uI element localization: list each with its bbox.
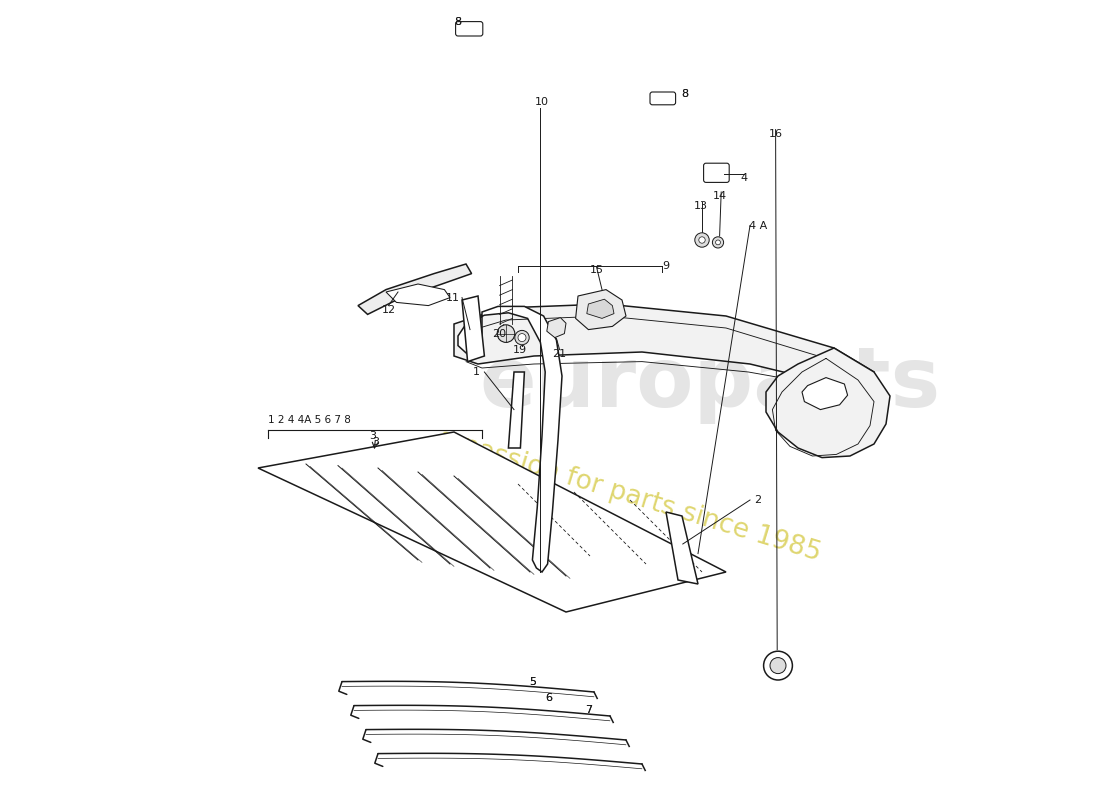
Text: 15: 15 xyxy=(590,266,604,275)
FancyBboxPatch shape xyxy=(650,92,675,105)
Text: 13: 13 xyxy=(693,202,707,211)
Text: 6: 6 xyxy=(544,694,552,703)
Polygon shape xyxy=(462,296,484,362)
Text: 7: 7 xyxy=(585,705,592,714)
Text: 10: 10 xyxy=(535,98,549,107)
Text: 8: 8 xyxy=(454,18,462,27)
Circle shape xyxy=(716,240,720,245)
Polygon shape xyxy=(575,290,626,330)
Polygon shape xyxy=(666,512,698,584)
Text: 8: 8 xyxy=(681,90,688,99)
Circle shape xyxy=(713,237,724,248)
Text: 5: 5 xyxy=(529,677,536,686)
Circle shape xyxy=(515,330,529,345)
Text: 8: 8 xyxy=(454,18,462,27)
Circle shape xyxy=(698,237,705,243)
Text: 7: 7 xyxy=(585,705,592,714)
Text: 6: 6 xyxy=(544,694,552,703)
Text: 3: 3 xyxy=(368,431,376,441)
Text: 19: 19 xyxy=(513,346,527,355)
Text: 4: 4 xyxy=(740,173,747,182)
Text: 12: 12 xyxy=(382,306,396,315)
Circle shape xyxy=(770,658,786,674)
Text: 11: 11 xyxy=(446,293,460,302)
FancyBboxPatch shape xyxy=(455,22,483,36)
Text: 14: 14 xyxy=(713,191,727,201)
Circle shape xyxy=(763,651,792,680)
Polygon shape xyxy=(802,378,848,410)
Polygon shape xyxy=(766,348,890,458)
Text: 3: 3 xyxy=(372,437,379,446)
Polygon shape xyxy=(386,284,450,306)
Circle shape xyxy=(497,325,515,342)
Text: 16: 16 xyxy=(769,130,782,139)
Text: 8: 8 xyxy=(681,90,688,99)
Text: a passion for parts since 1985: a passion for parts since 1985 xyxy=(436,426,825,566)
Text: 1: 1 xyxy=(473,367,480,377)
Text: 2: 2 xyxy=(755,495,761,505)
Text: 4 A: 4 A xyxy=(749,221,767,230)
Text: 20: 20 xyxy=(492,330,506,339)
Text: europarts: europarts xyxy=(480,343,940,425)
Text: 21: 21 xyxy=(552,349,567,358)
Circle shape xyxy=(518,334,526,342)
Polygon shape xyxy=(586,299,614,318)
Text: 5: 5 xyxy=(529,677,536,686)
FancyBboxPatch shape xyxy=(704,163,729,182)
Polygon shape xyxy=(547,318,567,338)
Polygon shape xyxy=(258,432,726,612)
Polygon shape xyxy=(454,304,874,392)
Polygon shape xyxy=(458,306,562,572)
Text: 9: 9 xyxy=(662,261,670,270)
Polygon shape xyxy=(508,372,525,448)
Text: 1 2 4 4A 5 6 7 8: 1 2 4 4A 5 6 7 8 xyxy=(268,415,351,425)
Circle shape xyxy=(695,233,710,247)
Polygon shape xyxy=(358,264,472,314)
